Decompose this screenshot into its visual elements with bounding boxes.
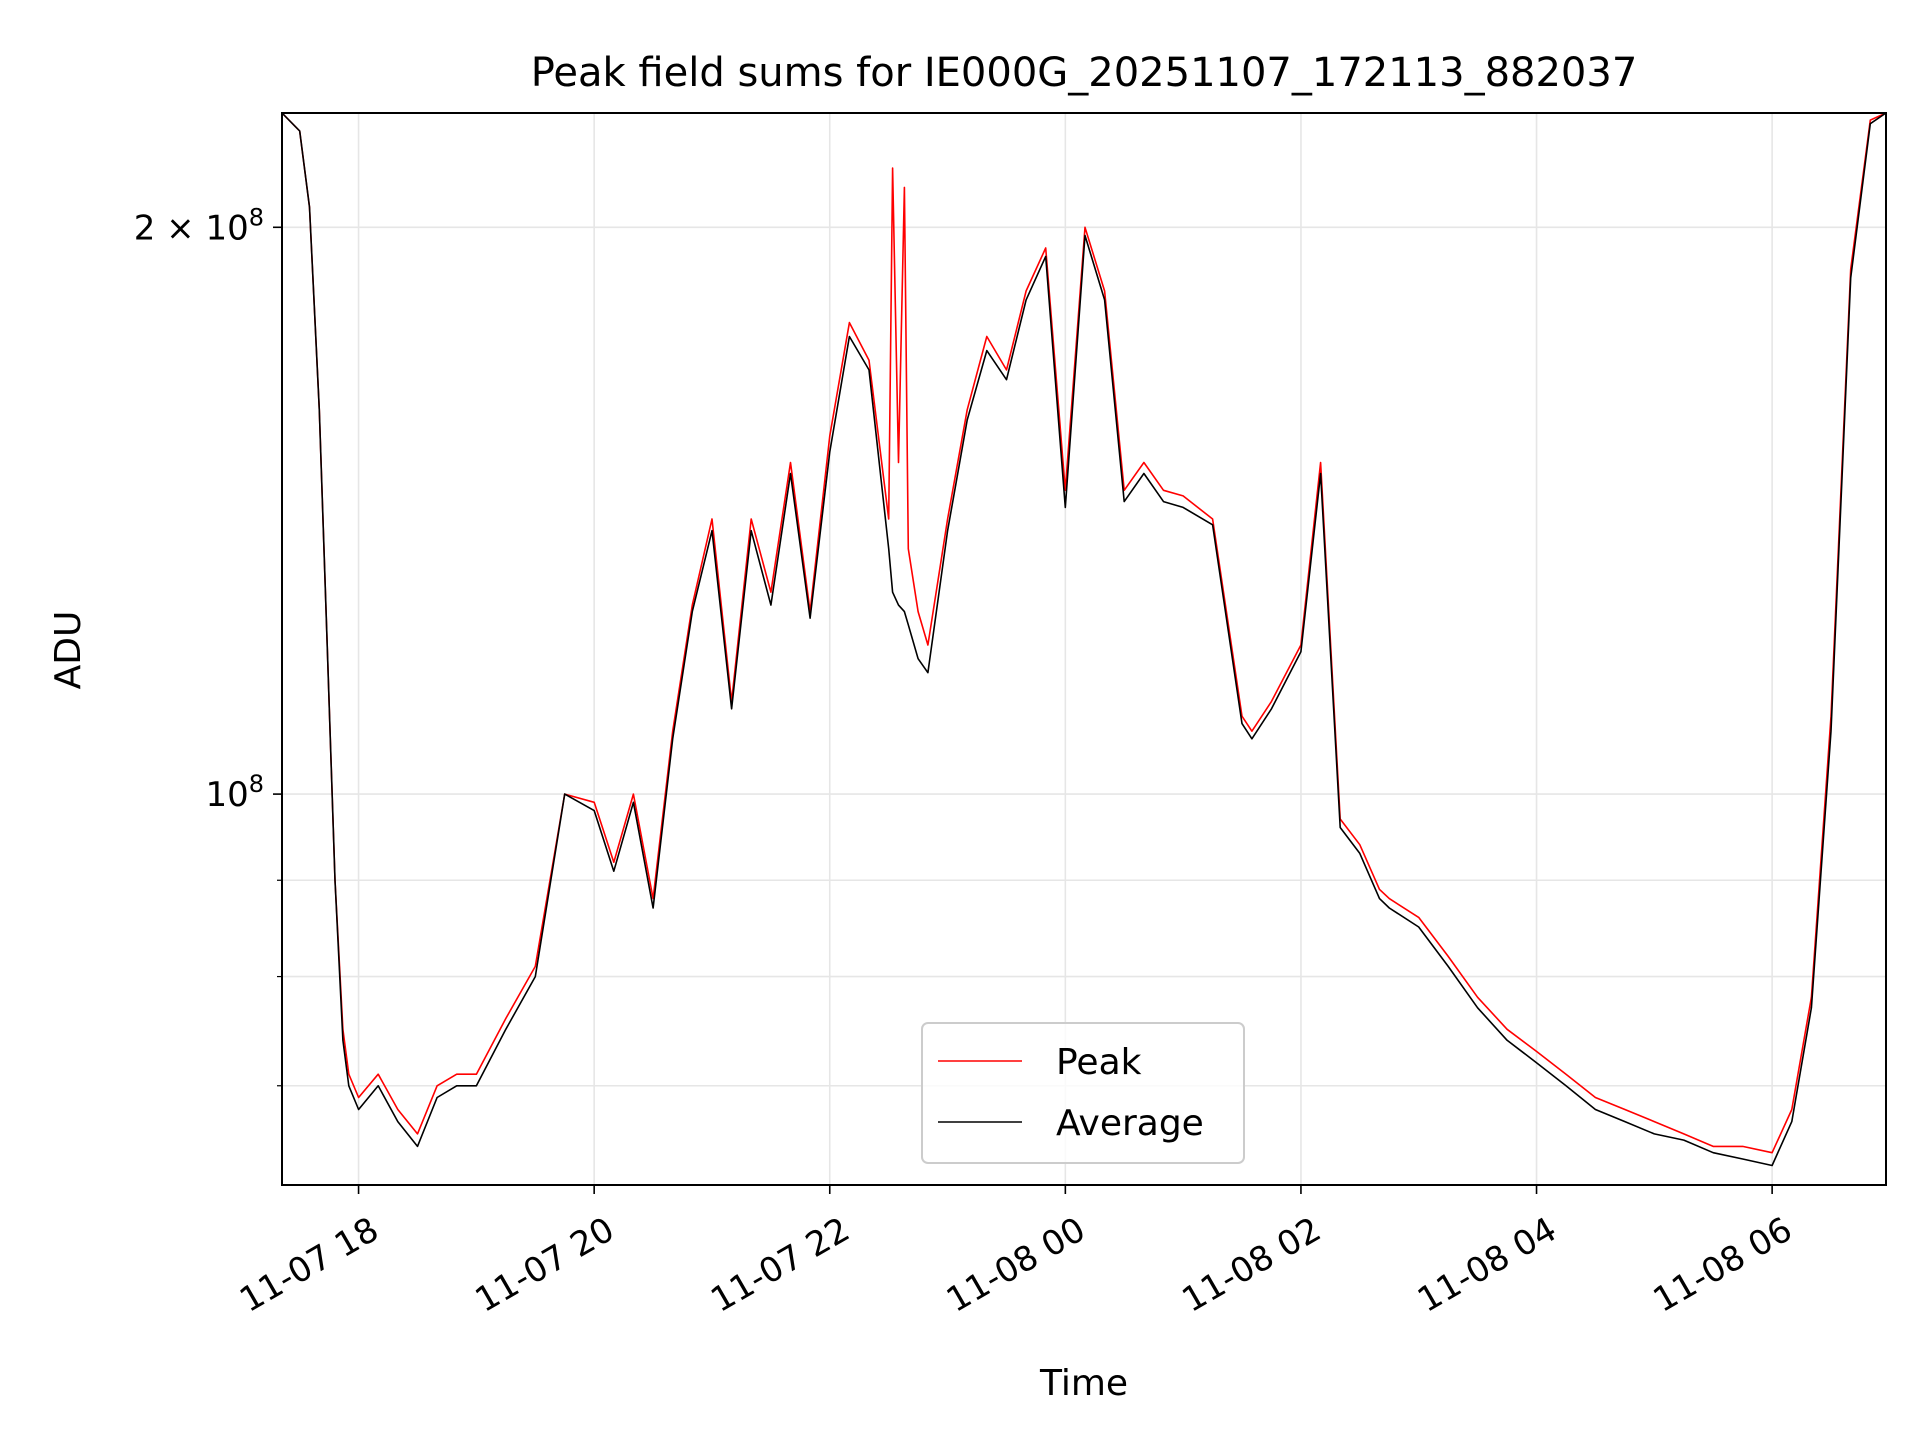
legend-label-average: Average	[1056, 1103, 1204, 1144]
legend-box	[921, 1022, 1245, 1164]
series-layer	[281, 112, 1887, 1167]
x-axis-label: Time	[1039, 1363, 1128, 1404]
plot-frame	[281, 112, 1887, 1186]
chart-title: Peak field sums for IE000G_20251107_1721…	[531, 50, 1638, 96]
legend-label-peak: Peak	[1056, 1042, 1142, 1083]
plot-background	[282, 113, 1886, 1185]
series-line-average	[281, 112, 1887, 1167]
y-tick-label: 108	[205, 770, 264, 815]
series-line-peak	[281, 112, 1887, 1154]
y-axis: 108 2 × 108	[134, 203, 282, 1087]
plot-area	[281, 112, 1887, 1186]
grid	[282, 113, 1886, 1185]
y-axis-label: ADU	[48, 611, 89, 690]
y-tick-label: 2 × 108	[134, 203, 264, 248]
legend: Peak Average	[921, 1022, 1245, 1164]
